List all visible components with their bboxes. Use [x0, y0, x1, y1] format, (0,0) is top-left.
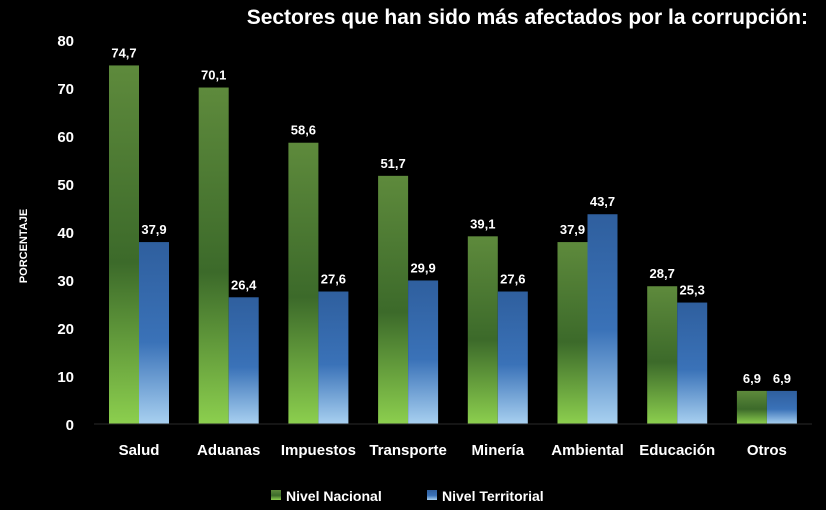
category-labels: Salud Aduanas Impuestos Transporte Minería Am… — [119, 442, 787, 459]
value-label-territorial: 25,3 — [680, 283, 705, 298]
x-category-label: Educación — [639, 442, 715, 459]
value-label-nacional: 58,6 — [291, 123, 316, 138]
y-tick-label: 0 — [66, 417, 74, 434]
value-label-territorial: 6,9 — [773, 371, 791, 386]
value-label-territorial: 27,6 — [500, 272, 525, 287]
bar-territorial — [318, 291, 349, 424]
legend-label-territorial: Nivel Territorial — [442, 488, 544, 504]
value-label-territorial: 37,9 — [141, 222, 166, 237]
x-category-label: Transporte — [369, 442, 447, 459]
bar-nacional — [198, 87, 229, 425]
x-category-label: Salud — [119, 442, 160, 459]
value-label-territorial: 27,6 — [321, 272, 346, 287]
legend-label-nacional: Nivel Nacional — [286, 488, 382, 504]
bar-territorial — [139, 242, 169, 424]
chart-title: Sectores que han sido más afectados por … — [247, 6, 808, 29]
y-axis-label: PORCENTAJE — [18, 209, 30, 283]
x-category-label: Minería — [472, 442, 525, 459]
bar-nacional — [378, 175, 409, 424]
legend-swatch-nacional — [271, 490, 281, 500]
legend: Nivel Nacional Nivel Territorial — [271, 488, 544, 504]
value-label-nacional: 74,7 — [111, 45, 136, 60]
x-category-label: Ambiental — [551, 442, 624, 459]
x-category-label: Otros — [747, 442, 787, 459]
y-tick-label: 60 — [57, 129, 74, 146]
bar-territorial — [677, 302, 708, 424]
bar-nacional — [109, 65, 139, 424]
value-label-territorial: 26,4 — [231, 277, 257, 292]
y-axis-ticks: 0 10 20 30 40 50 60 70 80 — [57, 33, 74, 434]
x-category-label: Impuestos — [281, 442, 356, 459]
bars — [109, 65, 797, 425]
y-tick-label: 80 — [57, 33, 74, 50]
legend-swatch-territorial — [427, 490, 437, 500]
bar-territorial — [766, 390, 797, 424]
bar-nacional — [647, 286, 678, 424]
bar-territorial — [408, 280, 439, 424]
bar-nacional — [557, 242, 588, 424]
bar-nacional — [288, 142, 319, 424]
y-tick-label: 20 — [57, 321, 74, 338]
value-label-nacional: 51,7 — [380, 156, 405, 171]
value-label-territorial: 29,9 — [410, 260, 435, 275]
value-label-nacional: 6,9 — [743, 371, 761, 386]
y-tick-label: 10 — [57, 369, 74, 386]
bar-territorial — [587, 214, 618, 424]
y-tick-label: 50 — [57, 177, 74, 194]
x-category-label: Aduanas — [197, 442, 260, 459]
bar-nacional — [736, 390, 767, 424]
y-tick-label: 70 — [57, 81, 74, 98]
value-labels: 74,7 37,9 70,1 26,4 58,6 27,6 51,7 29,9 39,1 27,6… — [111, 45, 791, 385]
bar-territorial — [497, 291, 528, 424]
value-label-nacional: 37,9 — [560, 222, 585, 237]
y-tick-label: 40 — [57, 225, 74, 242]
value-label-territorial: 43,7 — [590, 194, 615, 209]
bar-nacional — [467, 236, 498, 424]
y-tick-label: 30 — [57, 273, 74, 290]
bar-territorial — [228, 297, 259, 424]
value-label-nacional: 39,1 — [470, 216, 495, 231]
value-label-nacional: 28,7 — [650, 266, 675, 281]
value-label-nacional: 70,1 — [201, 68, 226, 83]
